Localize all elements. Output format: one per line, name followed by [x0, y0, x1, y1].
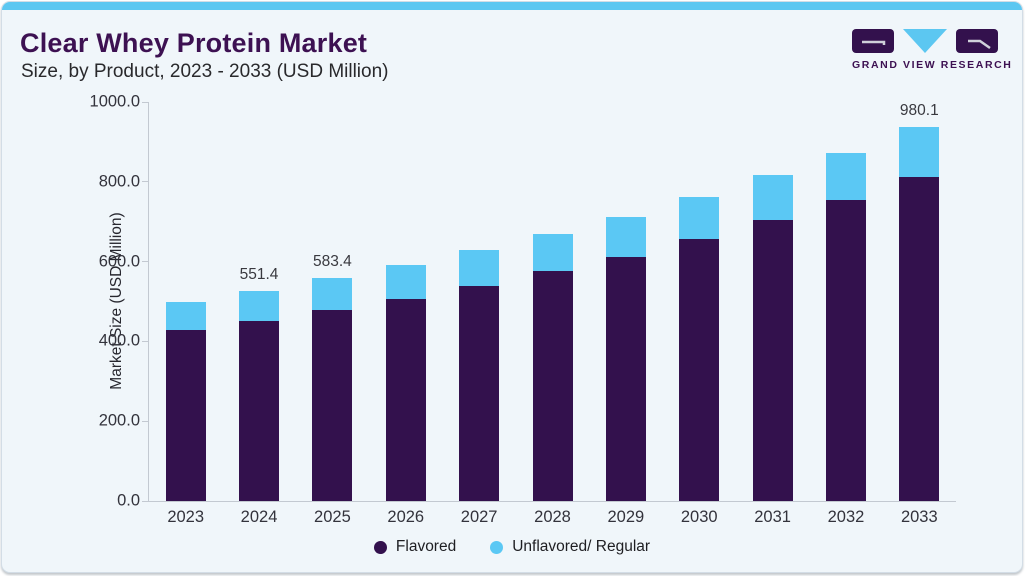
bar-2029-flavored-segment: [605, 256, 646, 501]
x-axis-label-2032: 2032: [827, 508, 865, 526]
bar-2032: [825, 152, 866, 501]
y-tick-label: 200.0: [98, 411, 140, 430]
bar-2032-unflavored-segment: [825, 152, 866, 200]
y-tick-mark: [142, 500, 149, 502]
x-axis-label-2024: 2024: [240, 508, 278, 526]
legend-item-unflavored: Unflavored/ Regular: [490, 538, 650, 556]
x-axis-label-2029: 2029: [607, 508, 645, 526]
bar-2033-unflavored-segment: [899, 126, 940, 177]
y-tick-mark: [142, 340, 149, 342]
bar-2028-flavored-segment: [532, 271, 573, 501]
bar-2027-unflavored-segment: [459, 250, 500, 286]
legend-label-unflavored: Unflavored/ Regular: [512, 538, 651, 555]
bar-2026-flavored-segment: [385, 298, 426, 501]
bar-2032-flavored-segment: [825, 199, 866, 501]
bar-value-label-2033: 980.1: [899, 101, 939, 119]
y-tick-mark: [142, 181, 149, 183]
logo-v-triangle-icon: [903, 29, 947, 53]
bar-2023: [165, 301, 206, 501]
x-axis-label-2025: 2025: [314, 508, 351, 526]
bar-2024: [239, 290, 280, 501]
bar-value-label-2024: 551.4: [239, 265, 279, 283]
bar-2027: [459, 250, 500, 501]
bar-2026-unflavored-segment: [385, 265, 426, 299]
bar-2027-flavored-segment: [459, 285, 500, 501]
y-tick-label: 1000.0: [89, 92, 140, 111]
x-axis-label-2030: 2030: [680, 508, 718, 526]
bar-2025-unflavored-segment: [312, 278, 353, 311]
bar-2028-unflavored-segment: [532, 233, 573, 272]
bar-2023-unflavored-segment: [165, 301, 206, 331]
bar-2024-unflavored-segment: [239, 290, 280, 321]
gvr-logo: GRAND VIEW RESEARCH: [852, 29, 1013, 71]
bar-2031-flavored-segment: [752, 220, 793, 501]
bar-2030-unflavored-segment: [679, 196, 720, 240]
y-tick-label: 600.0: [98, 252, 140, 271]
logo-brand-text: GRAND VIEW RESEARCH: [852, 59, 1013, 71]
bar-2024-flavored-segment: [239, 320, 280, 501]
y-tick-label: 800.0: [98, 172, 140, 191]
y-tick-mark: [142, 420, 149, 422]
x-axis-label-2028: 2028: [534, 508, 571, 526]
y-tick-mark: [142, 101, 149, 103]
bar-2033-flavored-segment: [899, 176, 940, 501]
y-axis-title: Market Size (USD Million): [108, 211, 125, 390]
bar-2030: [679, 196, 720, 501]
y-tick-label: 400.0: [98, 331, 140, 350]
bar-value-label-2025: 583.4: [313, 253, 352, 271]
page-subtitle: Size, by Product, 2023 - 2033 (USD Milli…: [21, 61, 389, 82]
y-tick-mark: [142, 261, 149, 263]
x-axis-label-2033: 2033: [900, 508, 938, 526]
legend-item-flavored: Flavored: [373, 538, 457, 556]
bar-2031: [752, 175, 793, 501]
chart-legend: Flavored Unflavored/ Regular: [2, 538, 1022, 556]
legend-dot-flavored-icon: [373, 540, 387, 554]
bar-2029-unflavored-segment: [605, 216, 646, 257]
bar-2025-flavored-segment: [312, 310, 353, 501]
page-title: Clear Whey Protein Market: [20, 28, 368, 58]
legend-dot-unflavored-icon: [490, 540, 504, 554]
plot-area: Market Size (USD Million) 1000.0 800.0 600…: [90, 93, 956, 526]
bar-2023-flavored-segment: [165, 330, 206, 501]
legend-label-flavored: Flavored: [395, 538, 457, 555]
x-axis-label-2031: 2031: [754, 508, 791, 526]
x-axis-label-2023: 2023: [167, 508, 205, 526]
x-axis-label-2027: 2027: [460, 508, 498, 526]
bar-2031-unflavored-segment: [752, 175, 793, 221]
bar-2025: [312, 278, 353, 501]
logo-r-block-icon: [956, 29, 998, 53]
x-axis-label-2026: 2026: [387, 508, 425, 526]
y-tick-label: 0.0: [117, 491, 140, 510]
top-accent-bar: [2, 2, 1022, 10]
bar-2033: [899, 126, 940, 501]
bar-2026: [385, 265, 426, 501]
bar-2029: [605, 216, 646, 501]
bar-2028: [532, 233, 573, 501]
bar-2030-flavored-segment: [679, 239, 720, 501]
gvr-logo-marks: [852, 29, 998, 53]
logo-g-block-icon: [852, 29, 894, 53]
